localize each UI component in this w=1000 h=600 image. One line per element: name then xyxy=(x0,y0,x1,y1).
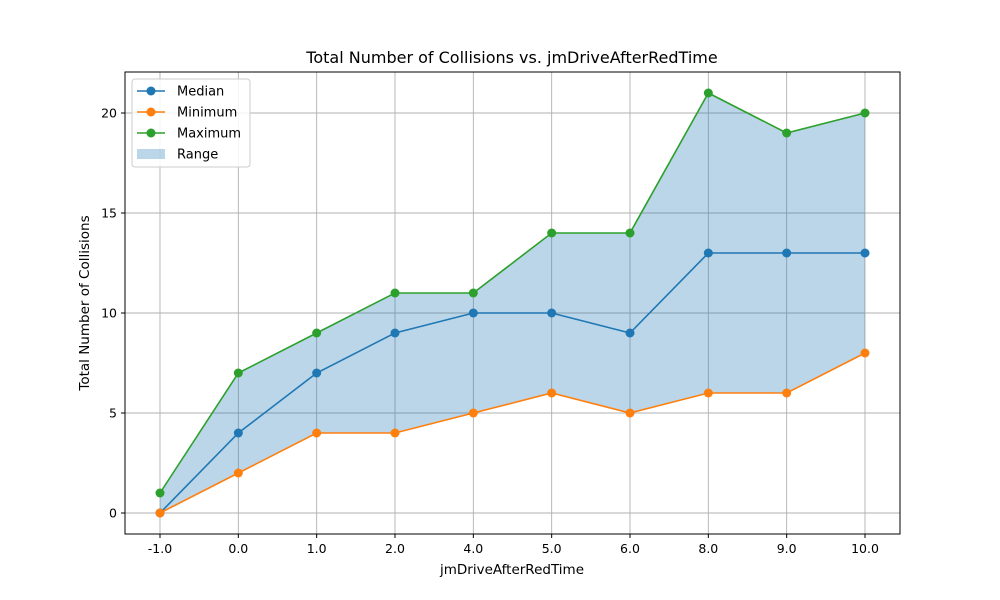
minimum-line xyxy=(159,352,866,514)
legend-box xyxy=(131,78,251,168)
minimum-point xyxy=(155,508,165,518)
x-tick-label: 5.0 xyxy=(542,541,562,556)
maximum-point xyxy=(233,368,243,378)
x-tick-label: -1.0 xyxy=(148,541,172,556)
x-tick-label: 6.0 xyxy=(620,541,640,556)
legend-maximum-marker xyxy=(146,128,156,138)
x-tick-label: 8.0 xyxy=(698,541,718,556)
maximum-point xyxy=(703,88,713,98)
x-tick-label: 4.0 xyxy=(463,541,483,556)
series-layer xyxy=(155,88,870,518)
median-point xyxy=(390,328,400,338)
legend-maximum-label: Maximum xyxy=(177,127,241,142)
series-maximum xyxy=(155,88,870,498)
y-tick-label: 5 xyxy=(109,406,117,421)
minimum-point xyxy=(468,408,478,418)
legend-range-swatch xyxy=(137,149,165,159)
minimum-point xyxy=(233,468,243,478)
maximum-point xyxy=(390,288,400,298)
legend-minimum-label: Minimum xyxy=(177,106,237,121)
legend-median-marker xyxy=(146,86,156,96)
median-point xyxy=(312,368,322,378)
x-axis: -1.0 0.0 1.0 2.0 4.0 5.0 6.0 8.0 9.0 10.0 xyxy=(148,534,879,556)
grid xyxy=(125,72,900,534)
maximum-point xyxy=(860,108,870,118)
minimum-point xyxy=(547,388,557,398)
median-point xyxy=(782,248,792,258)
median-point xyxy=(625,328,635,338)
legend-minimum-marker xyxy=(146,107,156,117)
minimum-point xyxy=(312,428,322,438)
series-minimum xyxy=(155,348,870,518)
y-tick-label: 10 xyxy=(101,306,117,321)
y-axis-label: Total Number of Collisions xyxy=(77,215,93,391)
x-tick-label: 1.0 xyxy=(307,541,327,556)
median-point xyxy=(547,308,557,318)
maximum-point xyxy=(547,228,557,238)
median-point xyxy=(703,248,713,258)
median-point xyxy=(233,428,243,438)
legend-range-label: Range xyxy=(177,148,218,163)
minimum-point xyxy=(782,388,792,398)
range-area xyxy=(160,93,865,513)
range-polygon xyxy=(160,93,865,513)
legend: Median Minimum Maximum Range xyxy=(131,78,251,168)
y-tick-label: 0 xyxy=(109,506,117,521)
x-tick-label: 9.0 xyxy=(777,541,797,556)
minimum-point xyxy=(625,408,635,418)
maximum-point xyxy=(312,328,322,338)
maximum-line xyxy=(159,91,866,494)
minimum-point xyxy=(860,348,870,358)
plot-frame xyxy=(124,71,901,535)
x-tick-label: 2.0 xyxy=(385,541,405,556)
x-tick-label: 0.0 xyxy=(228,541,248,556)
y-axis: 0 5 10 15 20 xyxy=(101,106,125,521)
minimum-point xyxy=(390,428,400,438)
y-tick-label: 20 xyxy=(101,106,117,121)
maximum-point xyxy=(625,228,635,238)
x-axis-label: jmDriveAfterRedTime xyxy=(439,562,584,578)
y-tick-label: 15 xyxy=(101,206,117,221)
x-tick-label: 10.0 xyxy=(851,541,879,556)
maximum-point xyxy=(155,488,165,498)
median-point xyxy=(468,308,478,318)
median-line xyxy=(159,252,865,514)
maximum-point xyxy=(468,288,478,298)
chart-title: Total Number of Collisions vs. jmDriveAf… xyxy=(305,48,717,67)
maximum-point xyxy=(782,128,792,138)
legend-median-label: Median xyxy=(177,85,224,100)
median-point xyxy=(860,248,870,258)
series-median xyxy=(155,248,870,518)
minimum-point xyxy=(703,388,713,398)
